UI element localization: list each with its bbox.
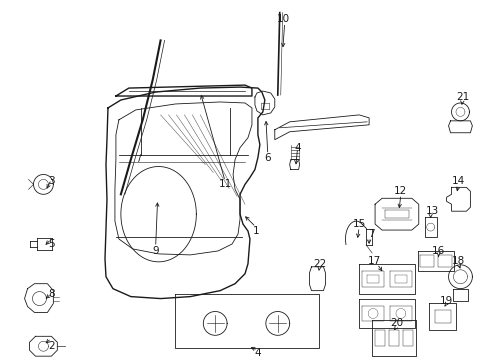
Text: 8: 8 — [48, 289, 55, 298]
Text: 18: 18 — [451, 256, 464, 266]
Text: 20: 20 — [389, 318, 403, 328]
Text: 7: 7 — [367, 229, 374, 239]
Text: 21: 21 — [455, 92, 468, 102]
Text: 14: 14 — [451, 176, 464, 186]
Text: 19: 19 — [439, 296, 452, 306]
Text: 4: 4 — [294, 143, 300, 153]
Text: 9: 9 — [152, 246, 159, 256]
Text: 5: 5 — [48, 239, 55, 249]
Text: 1: 1 — [252, 226, 259, 236]
Text: 4: 4 — [254, 348, 261, 358]
Text: 22: 22 — [312, 259, 325, 269]
Text: 13: 13 — [425, 206, 438, 216]
Text: 17: 17 — [366, 256, 380, 266]
Text: 10: 10 — [277, 14, 290, 23]
Text: 3: 3 — [48, 176, 55, 186]
Text: 11: 11 — [218, 179, 231, 189]
Text: 15: 15 — [352, 219, 365, 229]
Text: 6: 6 — [264, 153, 270, 163]
Text: 16: 16 — [431, 246, 445, 256]
Text: 2: 2 — [48, 341, 55, 351]
Text: 12: 12 — [393, 186, 407, 196]
